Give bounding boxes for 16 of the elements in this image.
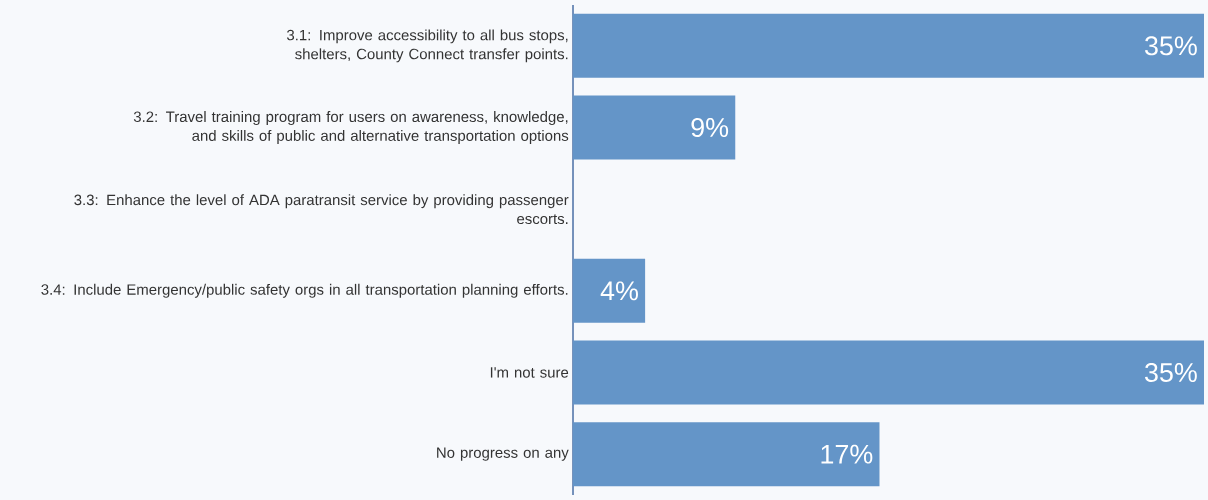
y-tick-label: I'm not sure — [490, 367, 569, 378]
data-label: 17% — [821, 444, 873, 464]
bar — [573, 258, 646, 323]
y-tick-label: No progress on any — [437, 447, 569, 461]
data-label: 4% — [600, 281, 638, 301]
bar — [573, 340, 1205, 405]
y-tick-label: 3.3: Enhance the level of ADA paratransit service by providing passenger escorts. — [74, 194, 569, 225]
data-label: 35% — [1145, 36, 1197, 56]
data-label: 35% — [1145, 362, 1197, 383]
bar — [573, 13, 1205, 78]
y-tick-label: 3.1: Improve accessibility to all bus stops, shelters, County Connect transfer points. — [286, 29, 568, 63]
bar — [573, 95, 736, 160]
bar — [573, 422, 880, 487]
y-tick-label: 3.2: Travel training program for users on awareness, knowledge, and skills of public and alternative transportation options — [133, 111, 569, 144]
y-tick-label: 3.4: Include Emergency/public safety orgs in all transportation planning efforts. — [41, 283, 568, 298]
data-label: 9% — [691, 117, 729, 138]
